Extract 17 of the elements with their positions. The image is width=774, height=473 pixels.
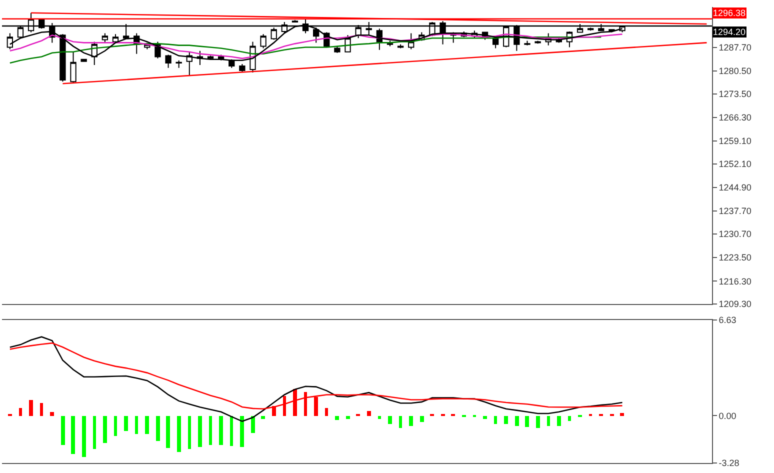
ref-line-label: 1296.38 [713,8,746,18]
y-tick-label: 1209.30 [718,299,752,310]
y-tick-label: 1223.50 [718,252,752,263]
y-tick-label: 1230.70 [718,229,752,240]
y-tick-label: 6.63 [718,315,736,326]
y-tick-label: 1216.30 [718,276,752,286]
y-tick-label: 1266.30 [718,112,752,123]
y-tick-label: 1273.50 [718,88,752,99]
y-tick-label: 0.00 [718,410,736,421]
y-tick-label: 1259.10 [718,136,752,146]
y-tick-label: 1237.70 [718,206,752,216]
y-tick-label: 1244.90 [718,182,752,193]
y-tick-label: 1252.10 [718,159,752,170]
y-tick-label: 1287.70 [718,42,752,52]
y-tick-label: 1280.50 [718,66,752,76]
ref-line-label: 1294.20 [713,27,746,37]
y-tick-label: -3.28 [718,458,740,468]
